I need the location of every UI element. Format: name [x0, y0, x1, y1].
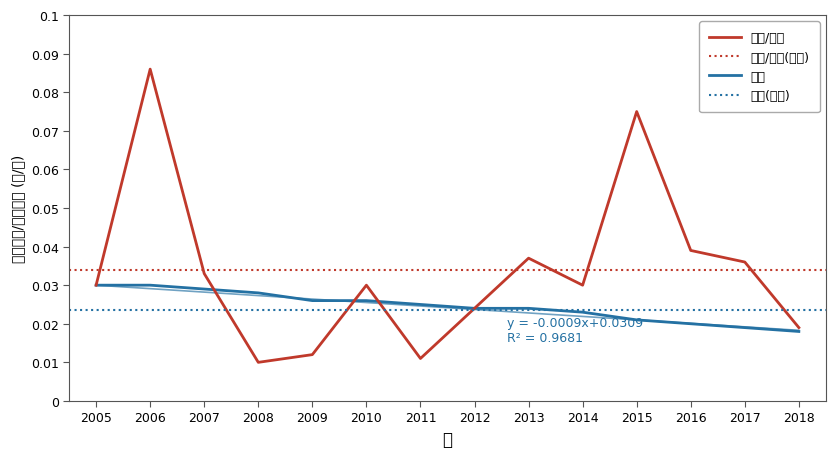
Y-axis label: 사망자수/사고건수 (명/건): 사망자수/사고건수 (명/건): [11, 155, 25, 263]
서리/결빙: [91, 283, 101, 288]
기타: [199, 287, 209, 292]
서리/결빙: [577, 283, 587, 288]
Text: y = -0.0009x+0.0309
R² = 0.9681: y = -0.0009x+0.0309 R² = 0.9681: [507, 316, 642, 344]
기타: [631, 318, 641, 323]
서리/결빙: [469, 306, 479, 311]
Legend: 서리/결빙, 서리/결빙(평균), 기타, 기타(평균): 서리/결빙, 서리/결빙(평균), 기타, 기타(평균): [699, 22, 818, 113]
서리/결빙: [793, 325, 803, 330]
기타: [739, 325, 749, 330]
기타: [415, 302, 425, 308]
서리/결빙: [631, 110, 641, 115]
기타: [577, 310, 587, 315]
기타: [361, 298, 371, 304]
서리/결빙: [415, 356, 425, 361]
기타: [91, 283, 101, 288]
서리/결빙: [307, 352, 317, 358]
기타: [685, 321, 695, 327]
기타: [253, 291, 263, 296]
서리/결빙: [739, 260, 749, 265]
기타: [145, 283, 155, 288]
서리/결빙: [199, 271, 209, 277]
서리/결빙: [253, 360, 263, 365]
X-axis label: 년: 년: [442, 430, 452, 448]
Line: 서리/결빙: 서리/결빙: [96, 70, 798, 363]
서리/결빙: [145, 67, 155, 73]
Line: 기타: 기타: [96, 285, 798, 332]
서리/결빙: [523, 256, 533, 261]
기타: [793, 329, 803, 335]
기타: [307, 298, 317, 304]
기타: [469, 306, 479, 311]
서리/결빙: [361, 283, 371, 288]
서리/결빙: [685, 248, 695, 254]
기타: [523, 306, 533, 311]
